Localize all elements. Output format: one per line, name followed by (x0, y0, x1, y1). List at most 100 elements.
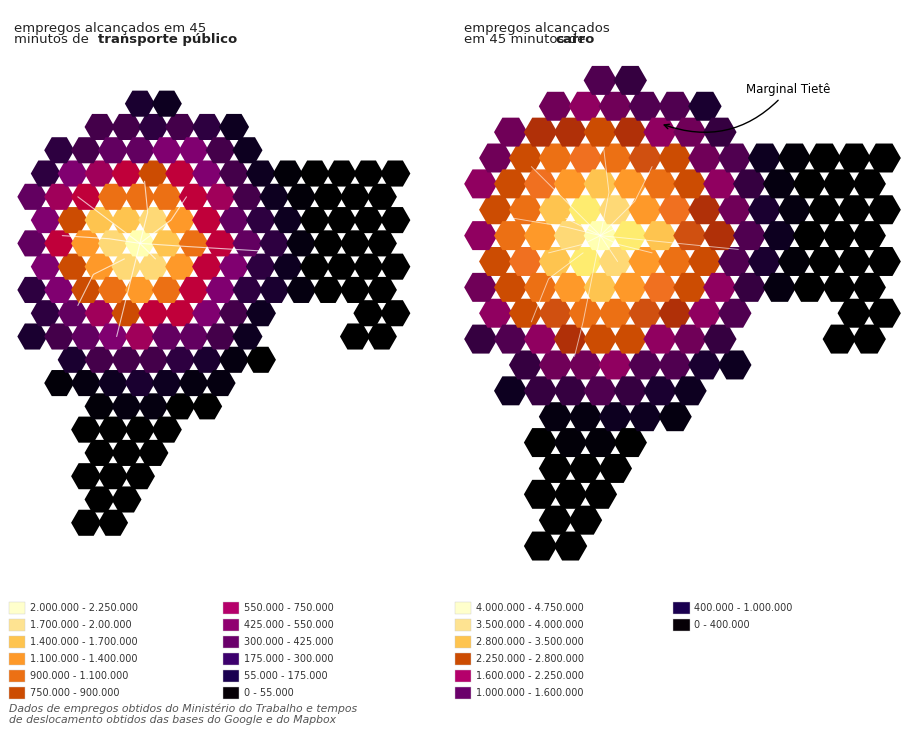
Polygon shape (494, 221, 528, 250)
Polygon shape (259, 184, 289, 210)
Polygon shape (219, 346, 249, 373)
Polygon shape (554, 221, 587, 250)
Polygon shape (85, 300, 115, 326)
Polygon shape (583, 377, 617, 405)
Polygon shape (837, 144, 871, 172)
Polygon shape (138, 254, 168, 280)
Polygon shape (98, 184, 128, 210)
Text: 1.400.000 - 1.700.000: 1.400.000 - 1.700.000 (30, 637, 137, 647)
Polygon shape (85, 346, 115, 373)
Text: 550.000 - 750.000: 550.000 - 750.000 (244, 603, 334, 613)
Polygon shape (98, 463, 128, 489)
Polygon shape (539, 247, 572, 276)
Polygon shape (539, 351, 572, 380)
Polygon shape (259, 231, 289, 256)
Polygon shape (509, 144, 542, 172)
Polygon shape (629, 144, 662, 172)
Polygon shape (17, 184, 47, 210)
Polygon shape (71, 137, 101, 164)
Polygon shape (464, 324, 498, 354)
Polygon shape (539, 92, 572, 121)
Polygon shape (643, 170, 677, 198)
Polygon shape (763, 170, 796, 198)
Polygon shape (206, 370, 236, 396)
Polygon shape (658, 247, 692, 276)
Polygon shape (778, 247, 811, 276)
Polygon shape (599, 402, 632, 431)
Text: empregos alcançados: empregos alcançados (464, 22, 610, 35)
Polygon shape (688, 351, 722, 380)
Polygon shape (673, 324, 707, 354)
Polygon shape (793, 221, 826, 250)
Polygon shape (31, 254, 61, 280)
Polygon shape (71, 463, 101, 489)
Text: 175.000 - 300.000: 175.000 - 300.000 (244, 654, 333, 664)
Text: empregos alcançados em 45: empregos alcançados em 45 (14, 22, 206, 35)
Polygon shape (166, 207, 196, 233)
Polygon shape (718, 247, 752, 276)
Polygon shape (98, 324, 128, 349)
Polygon shape (688, 92, 722, 121)
Polygon shape (98, 277, 128, 303)
Polygon shape (583, 273, 617, 302)
Polygon shape (643, 118, 677, 147)
Polygon shape (166, 394, 196, 419)
Text: 1.600.000 - 2.250.000: 1.600.000 - 2.250.000 (476, 671, 584, 681)
Text: minutos de: minutos de (14, 33, 93, 46)
Polygon shape (219, 161, 249, 186)
Polygon shape (733, 273, 766, 302)
Polygon shape (554, 170, 587, 198)
Text: 750.000 - 900.000: 750.000 - 900.000 (30, 688, 119, 698)
Polygon shape (643, 273, 677, 302)
Polygon shape (57, 254, 87, 280)
Polygon shape (273, 254, 303, 280)
Polygon shape (808, 247, 841, 276)
Polygon shape (524, 273, 557, 302)
Polygon shape (853, 273, 886, 302)
Polygon shape (71, 277, 101, 303)
Polygon shape (763, 273, 796, 302)
Polygon shape (733, 221, 766, 250)
Polygon shape (152, 231, 182, 256)
Polygon shape (509, 351, 542, 380)
Polygon shape (837, 195, 871, 224)
Polygon shape (688, 195, 722, 224)
Polygon shape (125, 137, 155, 164)
Polygon shape (658, 298, 692, 328)
Polygon shape (778, 144, 811, 172)
Polygon shape (246, 207, 276, 233)
Polygon shape (327, 254, 357, 280)
Polygon shape (125, 231, 155, 256)
Polygon shape (125, 463, 155, 489)
Polygon shape (71, 510, 101, 536)
Text: 0 - 55.000: 0 - 55.000 (244, 688, 294, 698)
Polygon shape (57, 161, 87, 186)
Polygon shape (299, 207, 329, 233)
Polygon shape (340, 277, 370, 303)
Polygon shape (166, 161, 196, 186)
Polygon shape (554, 324, 587, 354)
Polygon shape (793, 273, 826, 302)
Polygon shape (539, 298, 572, 328)
Polygon shape (380, 161, 410, 186)
Polygon shape (494, 118, 528, 147)
Polygon shape (599, 351, 632, 380)
Polygon shape (718, 144, 752, 172)
Polygon shape (629, 247, 662, 276)
Polygon shape (599, 144, 632, 172)
Polygon shape (524, 377, 557, 405)
Polygon shape (673, 221, 707, 250)
Polygon shape (380, 254, 410, 280)
Polygon shape (380, 207, 410, 233)
Polygon shape (232, 137, 262, 164)
Polygon shape (125, 324, 155, 349)
Polygon shape (178, 324, 208, 349)
Polygon shape (703, 170, 736, 198)
Polygon shape (763, 221, 796, 250)
Polygon shape (125, 91, 155, 116)
Polygon shape (599, 298, 632, 328)
Text: 55.000 - 175.000: 55.000 - 175.000 (244, 671, 328, 681)
Polygon shape (353, 207, 383, 233)
Polygon shape (138, 394, 168, 419)
Polygon shape (367, 184, 397, 210)
